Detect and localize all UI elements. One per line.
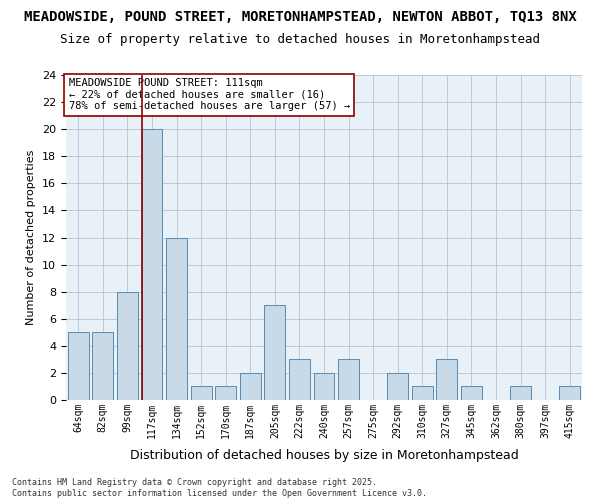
Text: Size of property relative to detached houses in Moretonhampstead: Size of property relative to detached ho…	[60, 32, 540, 46]
Bar	[461, 386, 482, 400]
Bar	[265, 305, 286, 400]
Text: MEADOWSIDE POUND STREET: 111sqm
← 22% of detached houses are smaller (16)
78% of: MEADOWSIDE POUND STREET: 111sqm ← 22% of…	[68, 78, 350, 112]
Bar	[436, 360, 457, 400]
Bar	[412, 386, 433, 400]
Bar	[240, 373, 261, 400]
Bar	[142, 129, 163, 400]
Bar	[510, 386, 531, 400]
Bar	[215, 386, 236, 400]
Bar	[289, 360, 310, 400]
Text: Contains HM Land Registry data © Crown copyright and database right 2025.
Contai: Contains HM Land Registry data © Crown c…	[12, 478, 427, 498]
Bar	[314, 373, 334, 400]
Bar	[68, 332, 89, 400]
Bar	[166, 238, 187, 400]
Bar	[387, 373, 408, 400]
Text: MEADOWSIDE, POUND STREET, MORETONHAMPSTEAD, NEWTON ABBOT, TQ13 8NX: MEADOWSIDE, POUND STREET, MORETONHAMPSTE…	[23, 10, 577, 24]
Bar	[92, 332, 113, 400]
Bar	[117, 292, 138, 400]
Y-axis label: Number of detached properties: Number of detached properties	[26, 150, 37, 325]
Bar	[338, 360, 359, 400]
X-axis label: Distribution of detached houses by size in Moretonhampstead: Distribution of detached houses by size …	[130, 449, 518, 462]
Bar	[191, 386, 212, 400]
Bar	[559, 386, 580, 400]
